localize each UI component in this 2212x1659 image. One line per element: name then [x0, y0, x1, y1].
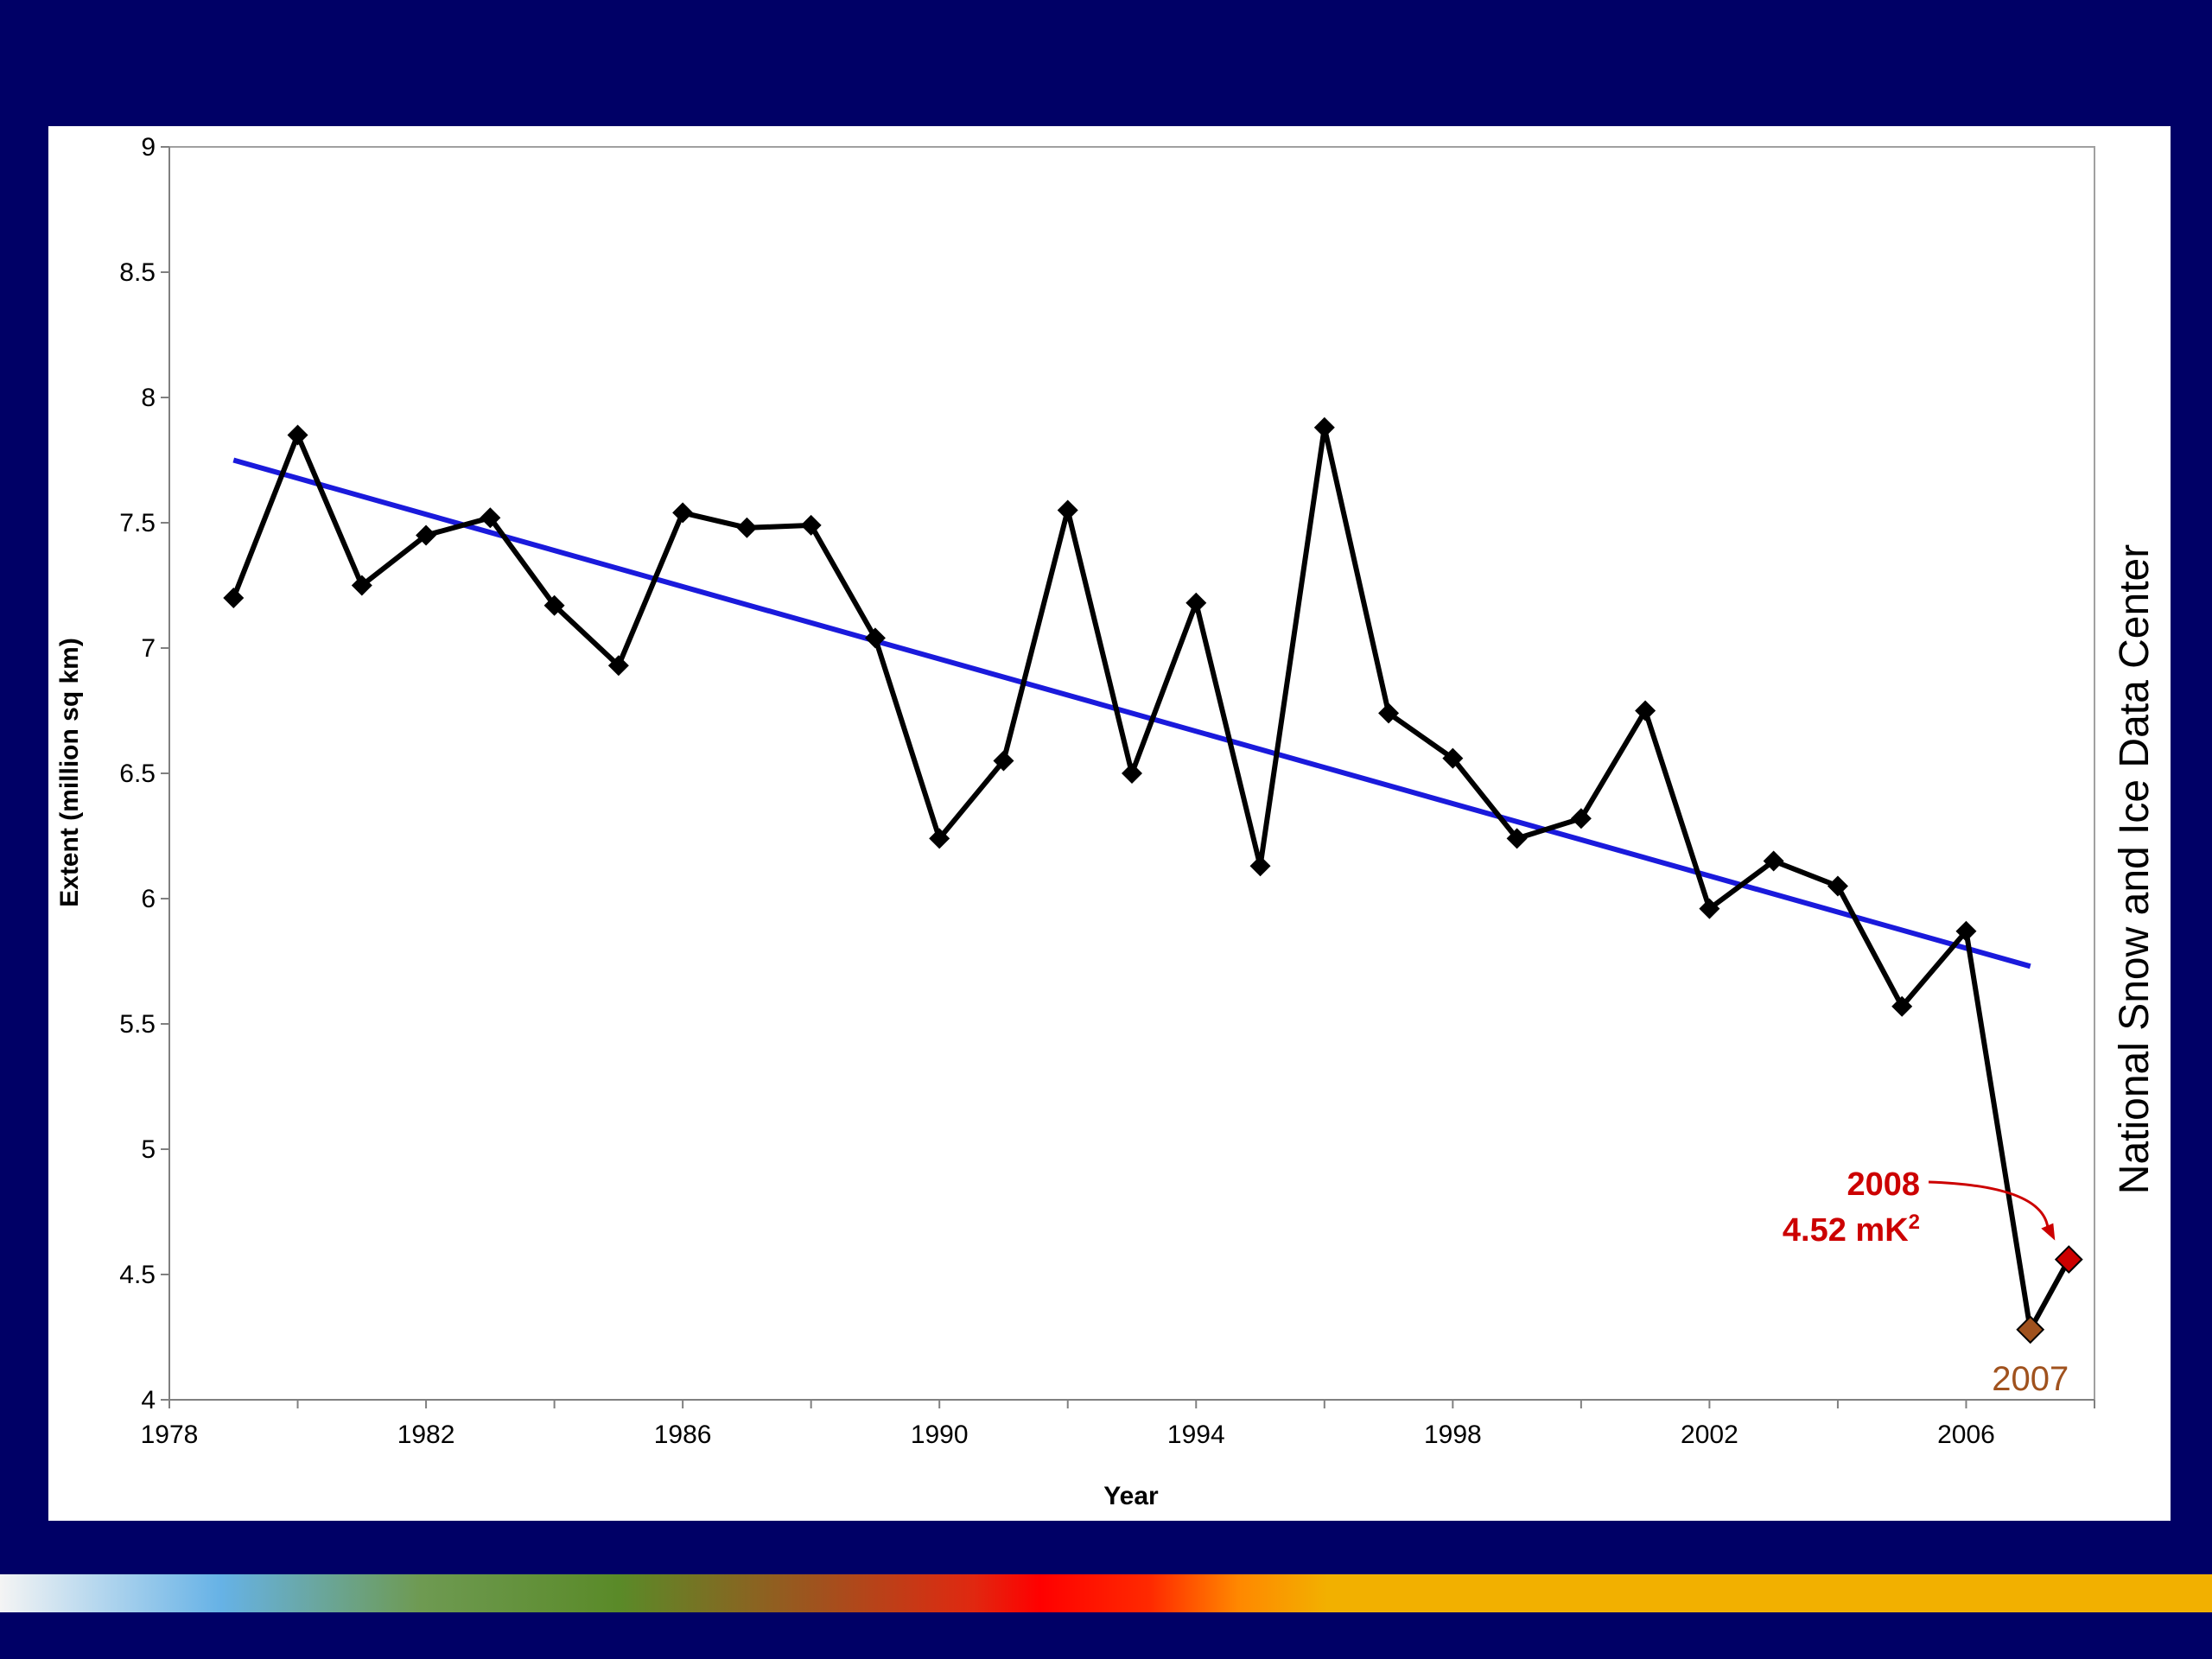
annotation-2008-superscript: 2: [1909, 1211, 1920, 1234]
chart-panel: 4 4.5 5 5.5 6 6.5 7 7.5 8 8.5 9 1978 1982 1986 1990 199…: [48, 126, 2171, 1521]
data-point: [1763, 850, 1784, 872]
data-point: [800, 514, 822, 536]
y-tick-label: 9: [141, 133, 156, 162]
data-point: [672, 502, 694, 524]
y-tick-label: 6.5: [119, 760, 156, 788]
data-point: [1185, 592, 1207, 613]
data-point: [543, 594, 565, 616]
data-point: [1057, 499, 1078, 521]
series-layer: [223, 416, 2083, 1344]
data-point: [1442, 747, 1464, 769]
x-tick-label: 1982: [397, 1421, 455, 1449]
x-tick-label: 1986: [654, 1421, 712, 1449]
annotation-2008-year: 2008: [1847, 1166, 1920, 1203]
y-tick-label: 4: [141, 1386, 156, 1414]
y-tick-label: 5: [141, 1135, 156, 1164]
data-point: [1570, 808, 1592, 830]
x-tick-label: 2006: [1937, 1421, 1995, 1449]
data-point: [1122, 763, 1142, 784]
y-tick-label: 7: [141, 634, 156, 663]
x-tick-label: 1978: [141, 1421, 199, 1449]
trendline: [232, 457, 2031, 969]
extent-series-line: [231, 427, 2071, 1338]
x-tick-label: 1994: [1167, 1421, 1225, 1449]
data-point: [1249, 855, 1271, 877]
x-tick-label: 1990: [911, 1421, 969, 1449]
annotation-arrow: [1928, 1180, 2050, 1229]
y-tick-label: 7.5: [119, 509, 156, 537]
data-point: [351, 575, 372, 596]
data-point: [1378, 702, 1400, 724]
data-point: [287, 424, 308, 446]
annotations: 2007 2008 4.52 mK2: [1783, 1166, 2069, 1398]
annotation-2008-value: 4.52 mK2: [1783, 1211, 1920, 1249]
annotation-2007-label: 2007: [1992, 1360, 2069, 1398]
y-axis-title: Extent (million sq km): [55, 638, 84, 907]
data-point: [1955, 920, 1977, 942]
y-tick-label: 8.5: [119, 258, 156, 287]
trendline-layer: [232, 457, 2031, 969]
data-point: [929, 828, 950, 849]
data-point: [1827, 875, 1848, 897]
x-tick-label: 1998: [1424, 1421, 1482, 1449]
y-tick-label: 8: [141, 384, 156, 412]
data-point: [1313, 416, 1335, 438]
x-axis-title: Year: [1103, 1482, 1159, 1510]
y-tick-label: 6: [141, 885, 156, 913]
data-point: [223, 588, 245, 608]
highlight-marker: [2016, 1315, 2045, 1344]
data-point: [736, 517, 758, 538]
highlight-marker: [2054, 1245, 2083, 1274]
annotation-arrowhead: [2041, 1223, 2056, 1241]
data-point: [1699, 898, 1720, 919]
data-point: [416, 524, 437, 546]
data-point: [1506, 828, 1528, 849]
y-tick-label: 4.5: [119, 1261, 156, 1289]
data-point: [1891, 995, 1913, 1017]
x-tick-label: 2002: [1681, 1421, 1738, 1449]
data-point: [993, 750, 1014, 772]
data-point: [864, 627, 886, 649]
data-point: [607, 655, 629, 677]
sea-ice-extent-chart: 4 4.5 5 5.5 6 6.5 7 7.5 8 8.5 9 1978 1982 1986 1990 199…: [55, 133, 2158, 1510]
axes: 4 4.5 5 5.5 6 6.5 7 7.5 8 8.5 9 1978 1982 1986 1990 199…: [119, 133, 2095, 1449]
credit-label: National Snow and Ice Data Center: [2112, 544, 2158, 1194]
data-point: [1635, 700, 1656, 721]
data-point: [480, 507, 501, 529]
decorative-gradient-bar: [0, 1574, 2212, 1612]
y-tick-label: 5.5: [119, 1010, 156, 1039]
